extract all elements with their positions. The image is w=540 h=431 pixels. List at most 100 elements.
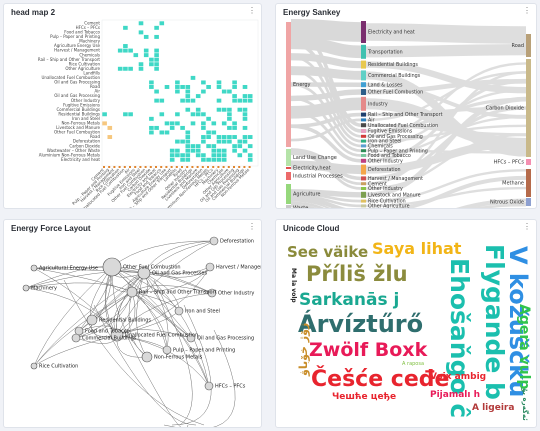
heatmap-cell[interactable] xyxy=(185,130,191,135)
heatmap-cell[interactable] xyxy=(206,116,211,121)
heatmap-cell[interactable] xyxy=(138,62,144,67)
heatmap-cell[interactable] xyxy=(232,121,237,126)
sankey-link[interactable] xyxy=(290,192,362,203)
sankey-link[interactable] xyxy=(365,133,527,190)
heatmap-cell[interactable] xyxy=(247,98,253,103)
heatmap-cell[interactable] xyxy=(169,157,175,162)
heatmap-cell[interactable] xyxy=(154,98,159,103)
heatmap-cell[interactable] xyxy=(211,121,217,126)
sankey-node[interactable] xyxy=(526,59,531,157)
heatmap-cell[interactable] xyxy=(216,98,222,103)
heatmap-cell[interactable] xyxy=(201,157,206,162)
heatmap-cell[interactable] xyxy=(154,89,159,94)
heatmap-cell[interactable] xyxy=(221,139,227,144)
sankey-node[interactable] xyxy=(361,176,366,181)
heatmap-cell[interactable] xyxy=(221,157,227,162)
heatmap-cell[interactable] xyxy=(149,125,154,130)
sankey-node[interactable] xyxy=(361,164,366,175)
sankey-link[interactable] xyxy=(290,110,362,157)
heatmap-cell[interactable] xyxy=(154,125,159,130)
force-node[interactable] xyxy=(30,362,38,370)
sankey-node[interactable] xyxy=(361,199,366,203)
sankey-link[interactable] xyxy=(365,106,527,117)
sankey-node[interactable] xyxy=(361,70,366,81)
sankey-node[interactable] xyxy=(361,191,366,198)
heatmap-cell[interactable] xyxy=(190,112,196,117)
heatmap-cell[interactable] xyxy=(211,153,217,158)
heatmap-cell[interactable] xyxy=(216,80,222,85)
sankey-node[interactable] xyxy=(361,154,366,157)
sankey-node[interactable] xyxy=(361,144,366,148)
sankey-link[interactable] xyxy=(365,79,527,163)
heatmap-cell[interactable] xyxy=(175,89,180,94)
more-vertical-icon[interactable]: ⋮ xyxy=(248,222,256,231)
heatmap-cell[interactable] xyxy=(206,85,211,89)
heatmap-cell[interactable] xyxy=(221,107,227,112)
sankey-link[interactable] xyxy=(365,115,527,157)
heatmap-cell[interactable] xyxy=(247,153,253,158)
heatmap-cell[interactable] xyxy=(242,148,248,153)
sankey-link[interactable] xyxy=(290,69,362,143)
heatmap-cell[interactable] xyxy=(154,66,159,71)
heatmap-cell[interactable] xyxy=(154,48,159,53)
sankey-link[interactable] xyxy=(290,55,362,138)
heatmap-cell[interactable] xyxy=(195,107,201,112)
sankey-node[interactable] xyxy=(361,139,366,143)
heatmap-cell[interactable] xyxy=(221,135,227,139)
heatmap-cell[interactable] xyxy=(123,66,128,71)
heatmap-cell[interactable] xyxy=(175,148,180,153)
heatmap-cell[interactable] xyxy=(247,94,253,99)
heatmap-cell[interactable] xyxy=(232,94,237,99)
sankey-link[interactable] xyxy=(290,199,361,209)
heatmap-cell[interactable] xyxy=(169,125,175,130)
sankey-node[interactable] xyxy=(286,172,291,180)
heatmap-cell[interactable] xyxy=(201,125,206,130)
sankey-link[interactable] xyxy=(290,152,362,190)
heatmap-cell[interactable] xyxy=(216,139,222,144)
sankey-node[interactable] xyxy=(286,22,291,147)
sankey-link[interactable] xyxy=(290,41,362,133)
heatmap-cell[interactable] xyxy=(180,153,185,158)
heatmap-cell[interactable] xyxy=(247,157,253,162)
heatmap-cell[interactable] xyxy=(107,125,113,130)
heatmap-cell[interactable] xyxy=(216,85,222,89)
sankey-link[interactable] xyxy=(365,124,527,143)
heatmap-cell[interactable] xyxy=(237,98,243,103)
heatmap-cell[interactable] xyxy=(175,121,180,126)
heatmap-cell[interactable] xyxy=(201,80,206,85)
heatmap-cell[interactable] xyxy=(211,157,217,162)
heatmap-cell[interactable] xyxy=(232,125,237,130)
force-node[interactable] xyxy=(204,381,214,391)
heatmap-cell[interactable] xyxy=(185,139,191,144)
heatmap-cell[interactable] xyxy=(128,66,133,71)
sankey-link[interactable] xyxy=(365,71,527,122)
heatmap-cell[interactable] xyxy=(206,144,211,149)
force-node[interactable] xyxy=(71,333,81,343)
sankey-link[interactable] xyxy=(365,44,527,58)
heatmap-cell[interactable] xyxy=(211,144,217,149)
force-node[interactable] xyxy=(162,345,172,355)
sankey-link[interactable] xyxy=(366,201,527,209)
heatmap-cell[interactable] xyxy=(227,139,232,144)
heatmap-cell[interactable] xyxy=(232,144,237,149)
sankey-link[interactable] xyxy=(290,204,361,209)
sankey-node[interactable] xyxy=(361,182,366,186)
heatmap-cell[interactable] xyxy=(242,135,248,139)
sankey-link[interactable] xyxy=(365,139,527,174)
sankey-node[interactable] xyxy=(526,34,531,57)
sankey-link[interactable] xyxy=(366,175,527,209)
heatmap-cell[interactable] xyxy=(227,116,232,121)
heatmap-cell[interactable] xyxy=(216,135,222,139)
heatmap-cell[interactable] xyxy=(227,112,232,117)
more-vertical-icon[interactable]: ⋮ xyxy=(523,222,531,231)
sankey-node[interactable] xyxy=(361,158,366,163)
heatmap-cell[interactable] xyxy=(185,135,191,139)
heatmap-cell[interactable] xyxy=(123,48,128,53)
heatmap-cell[interactable] xyxy=(159,21,165,26)
heatmap-cell[interactable] xyxy=(185,89,191,94)
sankey-link[interactable] xyxy=(365,62,527,138)
heatmap-cell[interactable] xyxy=(185,107,191,112)
heatmap-cell[interactable] xyxy=(185,144,191,149)
sankey-link[interactable] xyxy=(290,27,362,127)
sankey-node[interactable] xyxy=(361,129,366,133)
